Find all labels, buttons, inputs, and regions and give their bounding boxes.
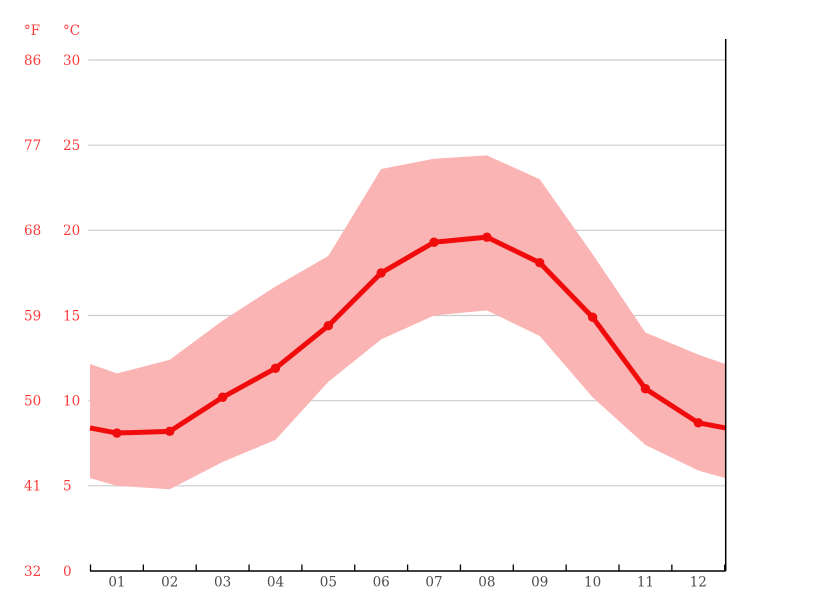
x-tick-label-09: 09	[531, 575, 548, 591]
mean-temperature-line	[89, 234, 726, 436]
data-point-month-03	[217, 392, 228, 402]
y-axis-labels-celsius: 0 5 10 15 20 25 30	[63, 53, 80, 580]
y-tick-celsius-0: 0	[63, 564, 72, 580]
unit-label-celsius: °C	[63, 23, 80, 39]
x-tick-label-08: 08	[478, 575, 495, 591]
data-point-month-09	[535, 257, 545, 268]
x-axis-labels: 01 02 03 04 05 06 07 08 09 10 11 12	[108, 575, 707, 591]
y-tick-fahrenheit-86: 86	[24, 53, 41, 69]
x-tick-label-10: 10	[584, 575, 601, 591]
y-tick-celsius-20: 20	[63, 223, 80, 239]
x-tick-label-07: 07	[425, 575, 442, 591]
y-tick-fahrenheit-41: 41	[24, 479, 41, 495]
y-tick-celsius-10: 10	[63, 393, 80, 409]
data-point-month-06	[376, 268, 386, 278]
y-axis-labels-fahrenheit: 32 41 50 59 68 77 86	[24, 53, 41, 580]
x-tick-label-12: 12	[690, 575, 707, 591]
y-tick-celsius-25: 25	[63, 138, 80, 154]
data-point-month-12	[693, 418, 703, 428]
x-tick-label-05: 05	[320, 575, 337, 591]
data-point-month-10	[587, 312, 598, 322]
data-point-month-01	[112, 428, 122, 438]
temperature-band	[90, 155, 726, 490]
x-tick-label-02: 02	[161, 575, 178, 591]
x-axis	[89, 564, 726, 572]
y-tick-celsius-15: 15	[63, 308, 80, 324]
y-tick-fahrenheit-59: 59	[24, 308, 41, 324]
data-point-month-11	[640, 384, 651, 394]
data-point-month-07	[429, 237, 439, 247]
y-tick-fahrenheit-50: 50	[24, 393, 41, 409]
y-tick-celsius-30: 30	[63, 53, 80, 69]
x-tick-label-06: 06	[373, 575, 390, 591]
x-tick-label-11: 11	[637, 575, 654, 591]
x-tick-label-03: 03	[214, 575, 231, 591]
data-point-month-08	[482, 232, 492, 242]
y-tick-celsius-5: 5	[63, 479, 72, 495]
chart-render-root: 01 02 03 04 05 06 07 08 09 10 11 123241505968778605…	[24, 39, 727, 591]
y-tick-fahrenheit-68: 68	[24, 223, 41, 239]
y-tick-fahrenheit-77: 77	[24, 138, 41, 154]
unit-label-fahrenheit: °F	[24, 23, 40, 39]
x-tick-label-04: 04	[267, 575, 284, 591]
x-tick-label-01: 01	[108, 575, 125, 591]
data-point-month-05	[323, 321, 334, 331]
mean-temperature-markers	[112, 232, 703, 438]
y-tick-fahrenheit-32: 32	[24, 564, 41, 580]
data-point-month-04	[270, 363, 281, 374]
data-point-month-02	[165, 426, 175, 437]
